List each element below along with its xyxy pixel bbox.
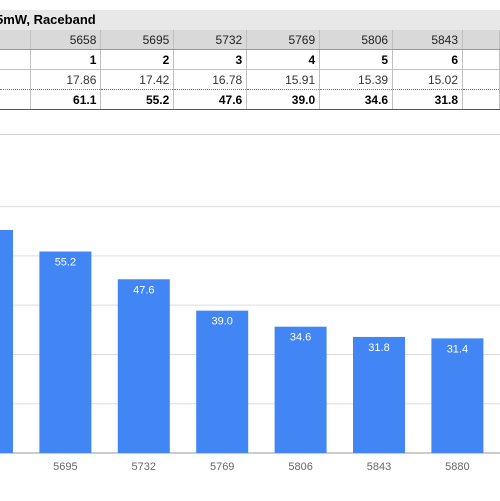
bar-5658 (0, 229, 13, 453)
table-cell: 6 (392, 49, 464, 70)
frequency-row: 5658 5695 5732 5769 5806 5843 (0, 30, 500, 50)
row-header-cell (0, 30, 32, 50)
table-cell: 5658 (30, 30, 102, 50)
channel-row: 1 2 3 4 5 6 (0, 49, 500, 70)
table-cell (462, 69, 500, 90)
power-row: 17.86 17.42 16.78 15.91 15.39 15.02 (0, 69, 500, 90)
table-cell: 39.0 (246, 89, 321, 110)
percent-row: 61.1 55.2 47.6 39.0 34.6 31.8 (0, 89, 500, 110)
bar-value-label: 39.0 (211, 316, 232, 328)
bar-5806 (274, 326, 327, 453)
row-header-cell (0, 89, 32, 110)
table-cell: 3 (173, 49, 248, 70)
table-title: 5mW, Raceband (0, 12, 96, 27)
table-cell: 17.42 (100, 69, 175, 90)
table-cell: 34.6 (319, 89, 394, 110)
x-tick-label: 5880 (445, 461, 469, 473)
bar-value-label: 34.6 (290, 332, 311, 344)
table-cell: 55.2 (100, 89, 175, 110)
bar-value-labels: 61.155.247.639.034.631.831.4 (55, 257, 468, 356)
table-cell: 2 (100, 49, 175, 70)
table-cell: 61.1 (30, 89, 102, 110)
table-cell (462, 49, 500, 70)
table-cell: 5843 (392, 30, 464, 50)
row-header-cell (0, 49, 32, 70)
x-tick-label: 5732 (132, 461, 156, 473)
bar-value-label: 47.6 (133, 284, 154, 296)
table-cell (462, 89, 500, 110)
bar-value-label: 55.2 (55, 257, 76, 269)
table-cell: 47.6 (173, 89, 248, 110)
table-cell: 5769 (246, 30, 321, 50)
table-cell: 5 (319, 49, 394, 70)
table-cell: 31.8 (392, 89, 464, 110)
table-cell: 16.78 (173, 69, 248, 90)
table-cell: 4 (246, 49, 321, 70)
bar-5732 (117, 279, 170, 453)
row-header-cell (0, 69, 32, 90)
bar-5843 (353, 336, 405, 453)
table-cell: 5695 (100, 30, 175, 50)
chart-frame: 61.155.247.639.034.631.831.4 56585695573… (0, 134, 500, 501)
bar-value-label: 31.8 (368, 342, 389, 354)
sheet-gap (0, 118, 500, 134)
table-cell: 15.02 (392, 69, 464, 90)
table-cell: 1 (30, 49, 102, 70)
table-cell: 15.39 (319, 69, 394, 90)
x-tick-label: 5695 (53, 461, 77, 473)
x-axis-ticks: 5658569557325769580658435880 (53, 461, 469, 473)
table-cell: 15.91 (246, 69, 321, 90)
data-table: 5658 5695 5732 5769 5806 5843 1 2 3 4 5 … (0, 30, 500, 110)
table-cell: 17.86 (30, 69, 102, 90)
table-cell: 5732 (173, 30, 248, 50)
bar-5880 (431, 338, 484, 453)
bars (0, 229, 484, 453)
x-tick-label: 5806 (288, 461, 312, 473)
data-table-region: 5mW, Raceband 5658 5695 5732 5769 5806 5… (0, 0, 500, 118)
bar-5695 (39, 251, 92, 453)
table-title-bar: 5mW, Raceband (0, 10, 500, 31)
bar-value-label: 31.4 (447, 343, 468, 355)
bar-chart: 61.155.247.639.034.631.831.4 56585695573… (0, 206, 500, 473)
table-cell: 5806 (319, 30, 394, 50)
table-cell (462, 30, 500, 50)
x-tick-label: 5769 (210, 461, 234, 473)
x-tick-label: 5843 (367, 461, 391, 473)
bar-5769 (196, 310, 249, 453)
